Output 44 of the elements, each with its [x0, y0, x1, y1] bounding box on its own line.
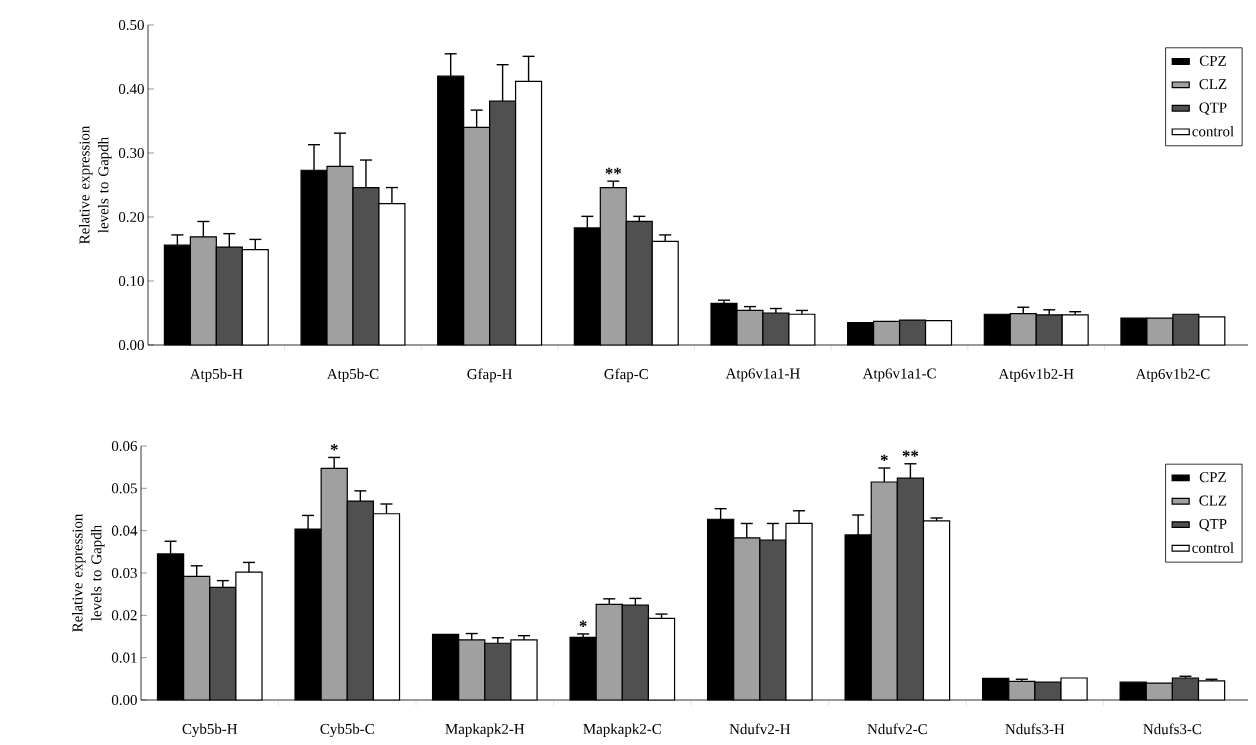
x-tick-label: Ndufv2-C — [867, 723, 927, 735]
x-tick-label: Atp5b-C — [326, 368, 379, 383]
y-axis-title: Relative expression levels to Gapdh — [79, 125, 112, 244]
annotation: ** — [902, 450, 919, 457]
legend-label: QTP — [1199, 518, 1227, 532]
x-tick-label: Ndufs3-H — [1005, 723, 1065, 735]
y-tick-label: 0.40 — [118, 83, 144, 95]
x-tick-label: Mapkapk2-H — [445, 723, 525, 738]
y-tick-label: 0.10 — [118, 275, 144, 287]
x-tick-label: Cyb5b-H — [182, 723, 238, 738]
annotation: * — [330, 444, 338, 451]
y-tick-label: 0.50 — [118, 19, 144, 31]
y-tick-label: 0.05 — [111, 483, 137, 494]
annotation: ** — [605, 167, 622, 175]
legend-label: CPZ — [1199, 472, 1226, 483]
legend-label: control — [1192, 125, 1234, 137]
y-tick-label: 0.00 — [111, 694, 137, 706]
x-tick-label: Atp6v1a1-C — [862, 368, 936, 382]
y-tick-label: 0.03 — [111, 567, 137, 579]
y-tick-label: 0.04 — [111, 525, 138, 536]
legend-label: QTP — [1199, 102, 1227, 115]
annotation: * — [579, 620, 587, 627]
x-tick-label: Atp6v1b2-H — [998, 368, 1074, 383]
x-tick-label: Gfap-C — [604, 368, 648, 383]
y-tick-label: 0.02 — [111, 610, 137, 621]
x-tick-label: Atp6v1b2-C — [1135, 368, 1210, 383]
x-tick-label: Cyb5b-C — [320, 723, 374, 738]
y-tick-label: 0.06 — [111, 440, 138, 452]
annotation: * — [880, 454, 888, 462]
y-tick-label: 0.20 — [118, 211, 144, 223]
x-tick-label: Gfap-H — [467, 368, 512, 383]
legend-label: control — [1192, 542, 1234, 553]
x-tick-label: Atp5b-H — [189, 368, 243, 383]
y-tick-label: 0.00 — [118, 339, 144, 351]
x-tick-label: Atp6v1a1-H — [725, 368, 800, 382]
legend-label: CLZ — [1199, 495, 1227, 506]
legend-label: CPZ — [1199, 55, 1226, 66]
y-axis-title: Relative expression levels to Gapdh — [72, 513, 105, 632]
y-tick-label: 0.30 — [118, 147, 144, 159]
x-tick-label: Ndufs3-C — [1143, 723, 1202, 735]
x-tick-label: Ndufv2-H — [729, 723, 791, 735]
legend-label: CLZ — [1199, 79, 1227, 90]
x-tick-label: Mapkapk2-C — [583, 723, 661, 738]
y-tick-label: 0.01 — [111, 652, 137, 663]
